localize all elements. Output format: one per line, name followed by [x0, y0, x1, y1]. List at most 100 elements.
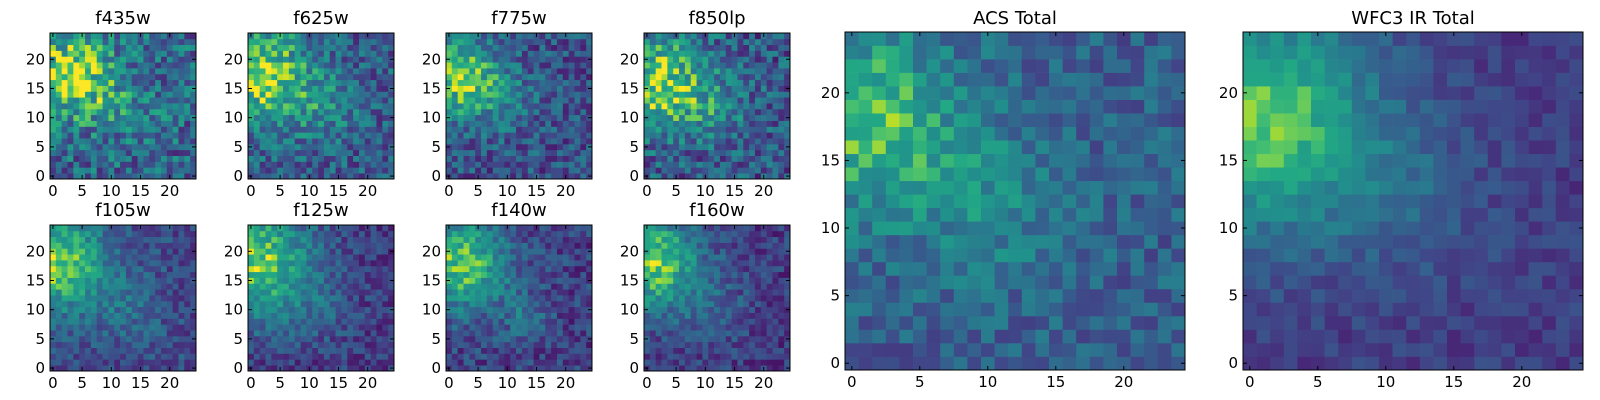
heatmap-cell	[143, 68, 150, 75]
heatmap-cell	[358, 143, 366, 151]
heatmap-cell	[469, 50, 476, 57]
heatmap-cell	[259, 295, 266, 302]
heatmap-cell	[73, 38, 80, 46]
heatmap-cell	[61, 236, 68, 243]
heatmap-cell	[370, 44, 377, 51]
plot-frame	[247, 32, 395, 180]
heatmap-cell	[347, 295, 354, 302]
heatmap-cell	[265, 108, 272, 116]
heatmap-cell	[539, 126, 546, 133]
heatmap-cell	[778, 161, 785, 168]
heatmap-cell	[248, 155, 255, 162]
heatmap-cell	[253, 265, 261, 273]
heatmap-cell	[253, 62, 261, 69]
heatmap-cell	[90, 62, 98, 69]
heatmap-cell	[271, 173, 278, 180]
heatmap-cell	[469, 108, 476, 116]
heatmap-cell	[259, 38, 266, 46]
heatmap-cell	[556, 254, 564, 261]
heatmap-cell	[469, 56, 476, 63]
heatmap-cell	[277, 167, 284, 174]
heatmap-cell	[521, 347, 529, 354]
heatmap-cell	[166, 44, 173, 51]
heatmap-cell	[370, 283, 377, 290]
heatmap-cell	[120, 173, 127, 180]
heatmap-cell	[492, 91, 499, 98]
heatmap-cell	[329, 254, 336, 261]
heatmap-cell	[277, 271, 284, 278]
heatmap-cell	[341, 330, 348, 337]
heatmap-cell	[155, 248, 162, 255]
heatmap-cell	[539, 108, 546, 116]
heatmap-cell	[294, 254, 301, 261]
heatmap-cell	[259, 138, 266, 145]
heatmap-cell	[125, 56, 133, 63]
heatmap-cell	[556, 161, 564, 168]
heatmap-cell	[644, 347, 651, 354]
heatmap-cell	[131, 114, 138, 121]
heatmap-cell	[102, 248, 109, 255]
heatmap-cell	[492, 341, 499, 348]
heatmap-cell	[719, 33, 727, 40]
heatmap-cell	[79, 85, 86, 92]
heatmap-cell	[271, 73, 278, 81]
heatmap-cell	[679, 295, 686, 302]
heatmap-cell	[778, 44, 785, 51]
heatmap-cell	[388, 91, 395, 98]
heatmap-cell	[714, 330, 721, 337]
heatmap-cell	[178, 300, 185, 308]
heatmap-cell	[160, 260, 168, 267]
heatmap-cell	[364, 306, 371, 313]
heatmap-cell	[61, 38, 68, 46]
heatmap-cell	[481, 68, 488, 75]
heatmap-cell	[108, 91, 115, 98]
heatmap-cell	[551, 132, 558, 139]
heatmap-cell	[568, 225, 575, 232]
heatmap-cell	[690, 365, 697, 372]
heatmap-cell	[166, 318, 173, 325]
x-tick-label: 10	[300, 374, 319, 392]
heatmap-cell	[725, 347, 732, 354]
heatmap-cell	[580, 318, 587, 325]
heatmap-cell	[690, 103, 697, 110]
heatmap-cell	[341, 312, 348, 319]
heatmap-cell	[469, 132, 476, 139]
heatmap-cell	[341, 138, 348, 145]
heatmap-cell	[370, 306, 377, 313]
heatmap-cell	[294, 277, 301, 284]
heatmap-cell	[580, 155, 587, 162]
heatmap-cell	[90, 155, 98, 162]
heatmap-cell	[778, 300, 785, 308]
heatmap-cell	[178, 126, 185, 133]
heatmap-cell	[166, 143, 173, 151]
heatmap-cell	[358, 38, 366, 46]
heatmap-cell	[475, 318, 482, 325]
heatmap-cell	[323, 265, 331, 273]
heatmap-cell	[108, 341, 115, 348]
heatmap-cell	[492, 347, 499, 354]
heatmap-cell	[457, 97, 464, 104]
heatmap-cell	[248, 44, 255, 51]
heatmap-cell	[568, 365, 575, 372]
heatmap-cell	[492, 330, 499, 337]
heatmap-cell	[108, 324, 115, 331]
heatmap-cell	[172, 143, 179, 151]
heatmap-cell	[475, 236, 482, 243]
heatmap-cell	[580, 260, 587, 267]
heatmap-cell	[696, 85, 703, 92]
heatmap-cell	[184, 155, 191, 162]
heatmap-cell	[504, 242, 511, 249]
heatmap-cell	[649, 365, 657, 372]
heatmap-cell	[539, 265, 546, 273]
heatmap-cell	[661, 38, 668, 46]
heatmap-cell	[323, 295, 331, 302]
heatmap-cell	[498, 289, 505, 296]
heatmap-cell	[178, 324, 185, 331]
heatmap-cell	[329, 324, 336, 331]
heatmap-cell	[714, 289, 721, 296]
heatmap-cell	[341, 353, 348, 360]
heatmap-cell	[527, 335, 534, 343]
heatmap-cell	[358, 161, 366, 168]
heatmap-cell	[306, 353, 313, 360]
heatmap-cell	[353, 79, 360, 86]
